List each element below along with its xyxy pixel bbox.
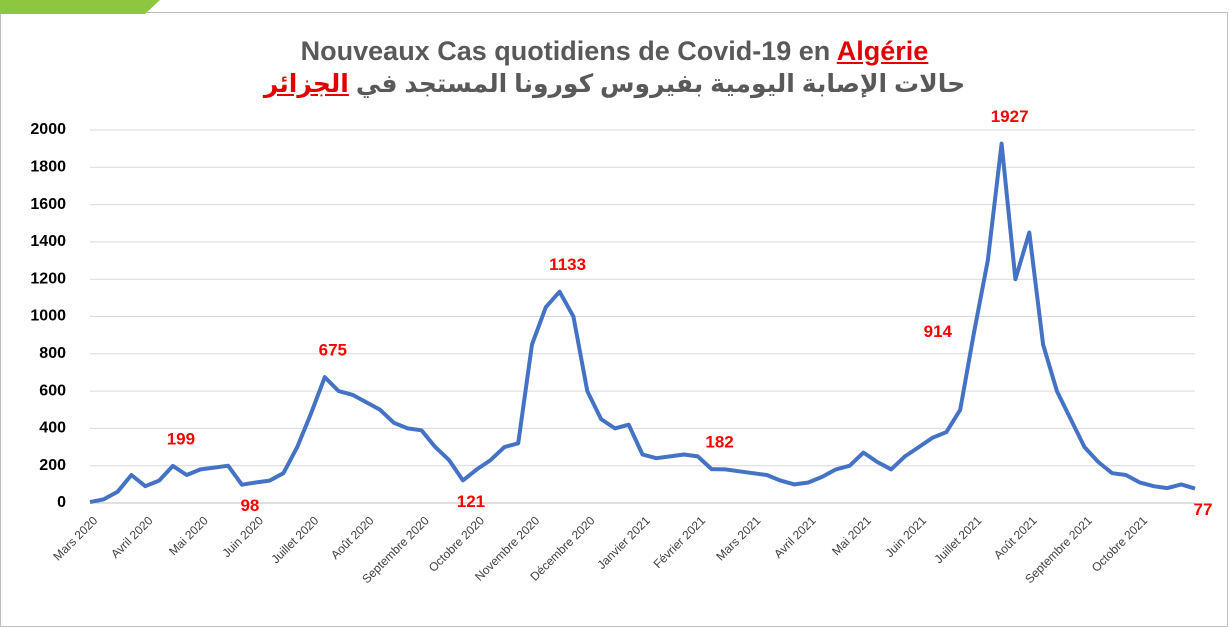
x-tick-label: Février 2021 (651, 513, 709, 571)
chart-title: Nouveaux Cas quotidiens de Covid-19 en A… (0, 36, 1229, 67)
y-tick-label: 1000 (30, 308, 66, 325)
data-label: 182 (705, 433, 733, 452)
chart-subtitle: حالات الإصابة اليومية بفيروس كورونا المس… (0, 69, 1229, 99)
x-tick-label: Avril 2021 (771, 513, 819, 561)
data-label: 199 (167, 429, 195, 448)
titles: Nouveaux Cas quotidiens de Covid-19 en A… (0, 36, 1229, 99)
y-tick-label: 2000 (30, 121, 66, 138)
x-tick-label: Mai 2020 (166, 513, 211, 558)
chart-border (0, 12, 1228, 627)
x-tick-label: Octobre 2021 (1089, 513, 1151, 575)
title-text: Nouveaux Cas quotidiens de Covid-19 en (300, 36, 831, 66)
data-label: 914 (924, 322, 953, 341)
title-highlight: Algérie (836, 36, 929, 66)
y-tick-label: 1600 (30, 196, 66, 213)
y-tick-label: 1400 (30, 233, 66, 250)
y-tick-label: 800 (39, 345, 66, 362)
y-tick-label: 1800 (30, 159, 66, 176)
x-tick-label: Janvier 2021 (594, 513, 653, 572)
subtitle-text: حالات الإصابة اليومية بفيروس كورونا المس… (355, 70, 966, 98)
y-tick-label: 600 (39, 382, 66, 399)
x-tick-label: Mars 2021 (713, 513, 763, 563)
data-label: 121 (457, 492, 485, 511)
x-tick-label: Juillet 2021 (932, 513, 985, 566)
data-label: 98 (240, 496, 259, 515)
subtitle-highlight: الجزائر (263, 70, 349, 98)
y-tick-label: 200 (39, 457, 66, 474)
x-tick-label: Août 2021 (991, 513, 1040, 562)
data-label: 675 (319, 341, 347, 360)
y-tick-label: 1200 (30, 270, 66, 287)
data-label: 1133 (549, 255, 586, 274)
x-tick-label: Juin 2021 (882, 513, 929, 560)
x-tick-label: Juin 2020 (219, 513, 266, 560)
data-line (89, 141, 1196, 505)
x-tick-label: Juillet 2020 (269, 513, 322, 566)
x-tick-label: Mars 2020 (50, 513, 100, 563)
data-label: 1927 (991, 107, 1029, 126)
data-label: 77 (1194, 500, 1213, 519)
x-tick-label: Avril 2020 (108, 513, 156, 561)
x-tick-label: Août 2020 (328, 513, 377, 562)
x-tick-label: Mai 2021 (829, 513, 874, 558)
corner-tab (0, 0, 160, 14)
y-tick-label: 400 (39, 420, 66, 437)
y-tick-label: 0 (57, 494, 66, 511)
x-tick-label: Octobre 2020 (426, 513, 488, 575)
